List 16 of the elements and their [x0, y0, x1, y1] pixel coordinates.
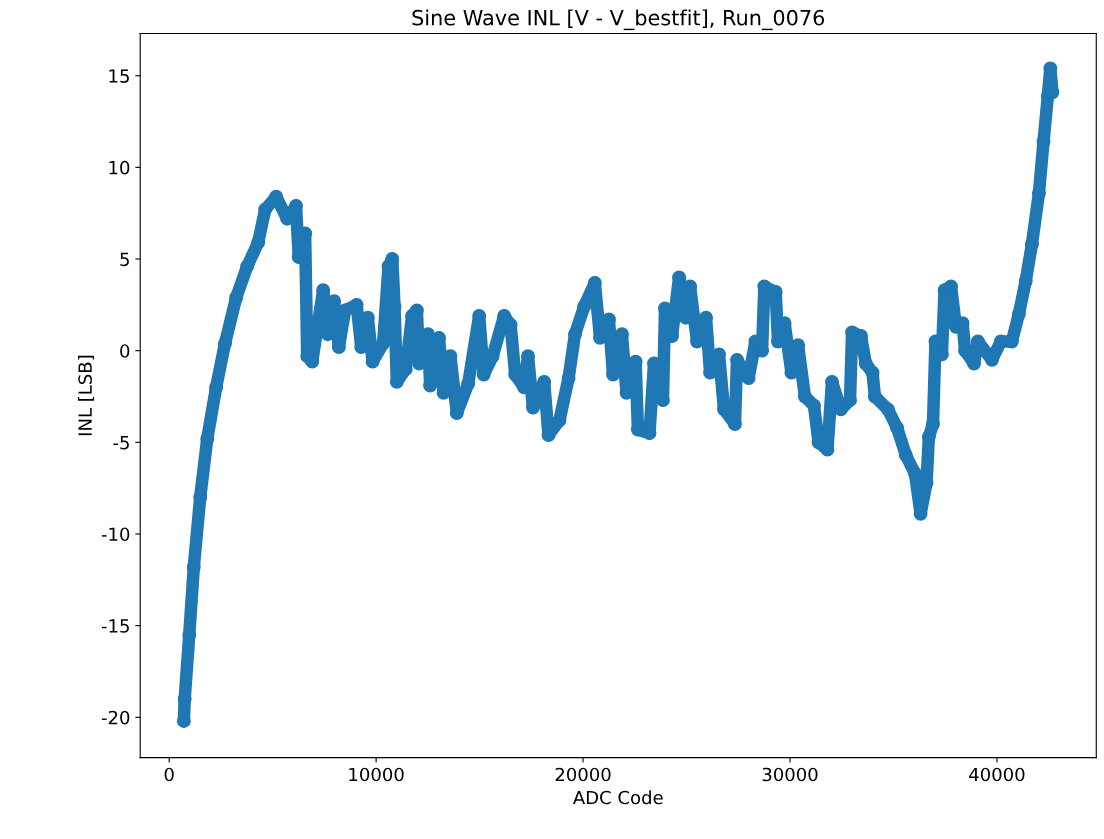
y-axis-title: INL [LSB] [77, 355, 95, 436]
chart-title: Sine Wave INL [V - V_bestfit], Run_0076 [412, 9, 825, 31]
x-tick-label: 40000 [969, 767, 1025, 782]
y-tick-label: -20 [101, 710, 130, 725]
y-tick-label: 5 [120, 252, 129, 267]
y-tick-label: 15 [109, 69, 129, 83]
x-tick-label: 30000 [762, 767, 818, 782]
x-tick-label: 20000 [555, 767, 611, 782]
y-tick-label: 0 [120, 344, 130, 358]
y-tick-label: -5 [113, 436, 129, 450]
x-tick-label: 0 [164, 767, 174, 782]
y-tick-label: -15 [101, 619, 129, 633]
x-tick-label: 10000 [349, 767, 404, 782]
x-axis-title: ADC Code [572, 790, 663, 805]
y-tick-label: -10 [101, 527, 130, 542]
y-tick-label: 10 [109, 160, 130, 175]
